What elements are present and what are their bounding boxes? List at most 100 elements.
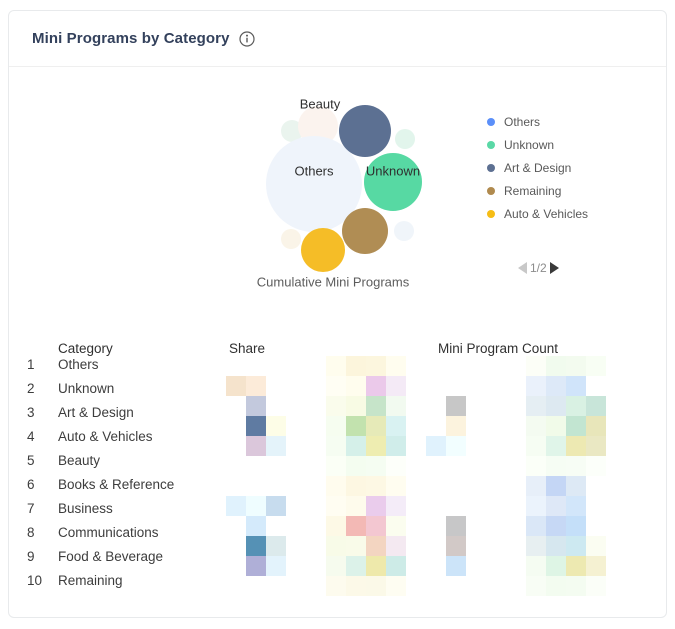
bubble-label-beauty: Beauty <box>299 96 341 112</box>
pager-next-icon[interactable] <box>549 262 559 274</box>
bubble-chart: Cumulative Mini Programs Others Unknown Ar… <box>9 11 666 617</box>
bubble-remaining[interactable] <box>342 208 388 254</box>
mosaic-cell <box>566 436 586 456</box>
bubble-faint-green[interactable] <box>281 120 303 142</box>
page-title: Mini Programs by Category <box>32 30 230 47</box>
legend-dot-icon <box>487 163 495 172</box>
column-header-mini-program-count: Mini Program Count <box>438 341 559 356</box>
mosaic-cell <box>446 436 466 456</box>
mosaic-cell <box>386 396 406 416</box>
mosaic-cell <box>546 416 566 436</box>
mosaic-cell <box>586 576 606 596</box>
row-category: Beauty <box>58 453 101 468</box>
mosaic-cell <box>446 516 466 536</box>
mosaic-cell <box>586 556 606 576</box>
mosaic-cell <box>366 396 386 416</box>
mosaic-cell <box>326 456 346 476</box>
mosaic-cell <box>366 576 386 596</box>
bubble-faint-mint[interactable] <box>395 129 415 149</box>
chart-axis-label: Cumulative Mini Programs <box>256 274 410 290</box>
mosaic-cell <box>566 456 586 476</box>
column-header-category: Category <box>58 341 113 356</box>
mosaic-cell <box>526 536 546 556</box>
mosaic-cell <box>346 476 366 496</box>
bubble-art-design[interactable] <box>339 105 391 157</box>
mosaic-cell <box>346 516 366 536</box>
bubble-auto-vehicles[interactable] <box>301 228 345 272</box>
mosaic-cell <box>586 356 606 376</box>
table-header: Category Share Mini Program Count <box>9 341 666 359</box>
legend-item-remaining[interactable]: Remaining <box>487 179 588 202</box>
mosaic-cell <box>526 516 546 536</box>
mosaic-cell <box>546 396 566 416</box>
mosaic-cell <box>566 516 586 536</box>
chart-pager: 1/2 <box>518 260 559 276</box>
mosaic-cell <box>546 456 566 476</box>
mosaic-cell <box>326 356 346 376</box>
mosaic-cell <box>366 516 386 536</box>
category-table: Category Share Mini Program Count 1 Other… <box>9 11 666 617</box>
mosaic-cell <box>326 536 346 556</box>
mosaic-cell <box>546 576 566 596</box>
mosaic-cell <box>526 436 546 456</box>
mosaic-cell <box>526 556 546 576</box>
mosaic-cell <box>526 576 546 596</box>
legend-item-unknown[interactable]: Unknown <box>487 133 588 156</box>
mosaic-cell <box>246 516 266 536</box>
bubble-faint-blue[interactable] <box>394 221 414 241</box>
mosaic-cell <box>526 396 546 416</box>
row-rank: 2 <box>27 381 35 396</box>
table-row: 6 Books & Reference <box>9 473 419 497</box>
row-rank: 4 <box>27 429 35 444</box>
mosaic-cell <box>346 356 366 376</box>
mosaic-cell <box>386 576 406 596</box>
row-rank: 10 <box>27 573 43 588</box>
mosaic-cell <box>386 476 406 496</box>
row-category: Books & Reference <box>58 477 175 492</box>
mosaic-cell <box>566 576 586 596</box>
mosaic-cell <box>226 496 246 516</box>
bubble-label-unknown: Unknown <box>365 163 421 179</box>
mosaic-cell <box>526 496 546 516</box>
info-icon[interactable] <box>238 30 255 47</box>
mosaic-cell <box>246 496 266 516</box>
legend-item-others[interactable]: Others <box>487 110 588 133</box>
table-row: 2 Unknown <box>9 377 419 401</box>
mosaic-cell <box>586 436 606 456</box>
bubble-faint-cream[interactable] <box>281 229 301 249</box>
mosaic-cell <box>326 416 346 436</box>
mosaic-cell <box>246 376 266 396</box>
row-rank: 6 <box>27 477 35 492</box>
legend-label: Others <box>504 114 541 129</box>
mosaic-cell <box>446 556 466 576</box>
mosaic-cell <box>326 516 346 536</box>
legend-item-auto-vehicles[interactable]: Auto & Vehicles <box>487 202 588 225</box>
mosaic-cell <box>586 396 606 416</box>
mosaic-cell <box>266 536 286 556</box>
mosaic-cell <box>386 456 406 476</box>
legend-item-art-design[interactable]: Art & Design <box>487 156 588 179</box>
pager-prev-icon[interactable] <box>518 262 527 274</box>
table-row: 10 Remaining <box>9 569 419 593</box>
legend-dot-icon <box>487 186 495 195</box>
pager-page-label: 1/2 <box>530 261 547 275</box>
legend-dot-icon <box>487 117 495 126</box>
mosaic-cell <box>386 516 406 536</box>
row-rank: 3 <box>27 405 35 420</box>
row-rank: 1 <box>27 357 35 372</box>
mosaic-cell <box>526 376 546 396</box>
mosaic-cell <box>566 396 586 416</box>
mosaic-cell <box>326 556 346 576</box>
mosaic-cell <box>366 496 386 516</box>
bubble-unknown[interactable] <box>364 153 422 211</box>
table-row: 1 Others <box>9 353 419 377</box>
mosaic-cell <box>546 436 566 456</box>
mosaic-cell <box>326 476 346 496</box>
mosaic-cell <box>326 576 346 596</box>
legend-label: Auto & Vehicles <box>504 206 589 221</box>
mosaic-cell <box>526 356 546 376</box>
mosaic-cell <box>446 396 466 416</box>
row-category: Remaining <box>58 573 123 588</box>
mosaic-cell <box>266 556 286 576</box>
mosaic-cell <box>526 476 546 496</box>
